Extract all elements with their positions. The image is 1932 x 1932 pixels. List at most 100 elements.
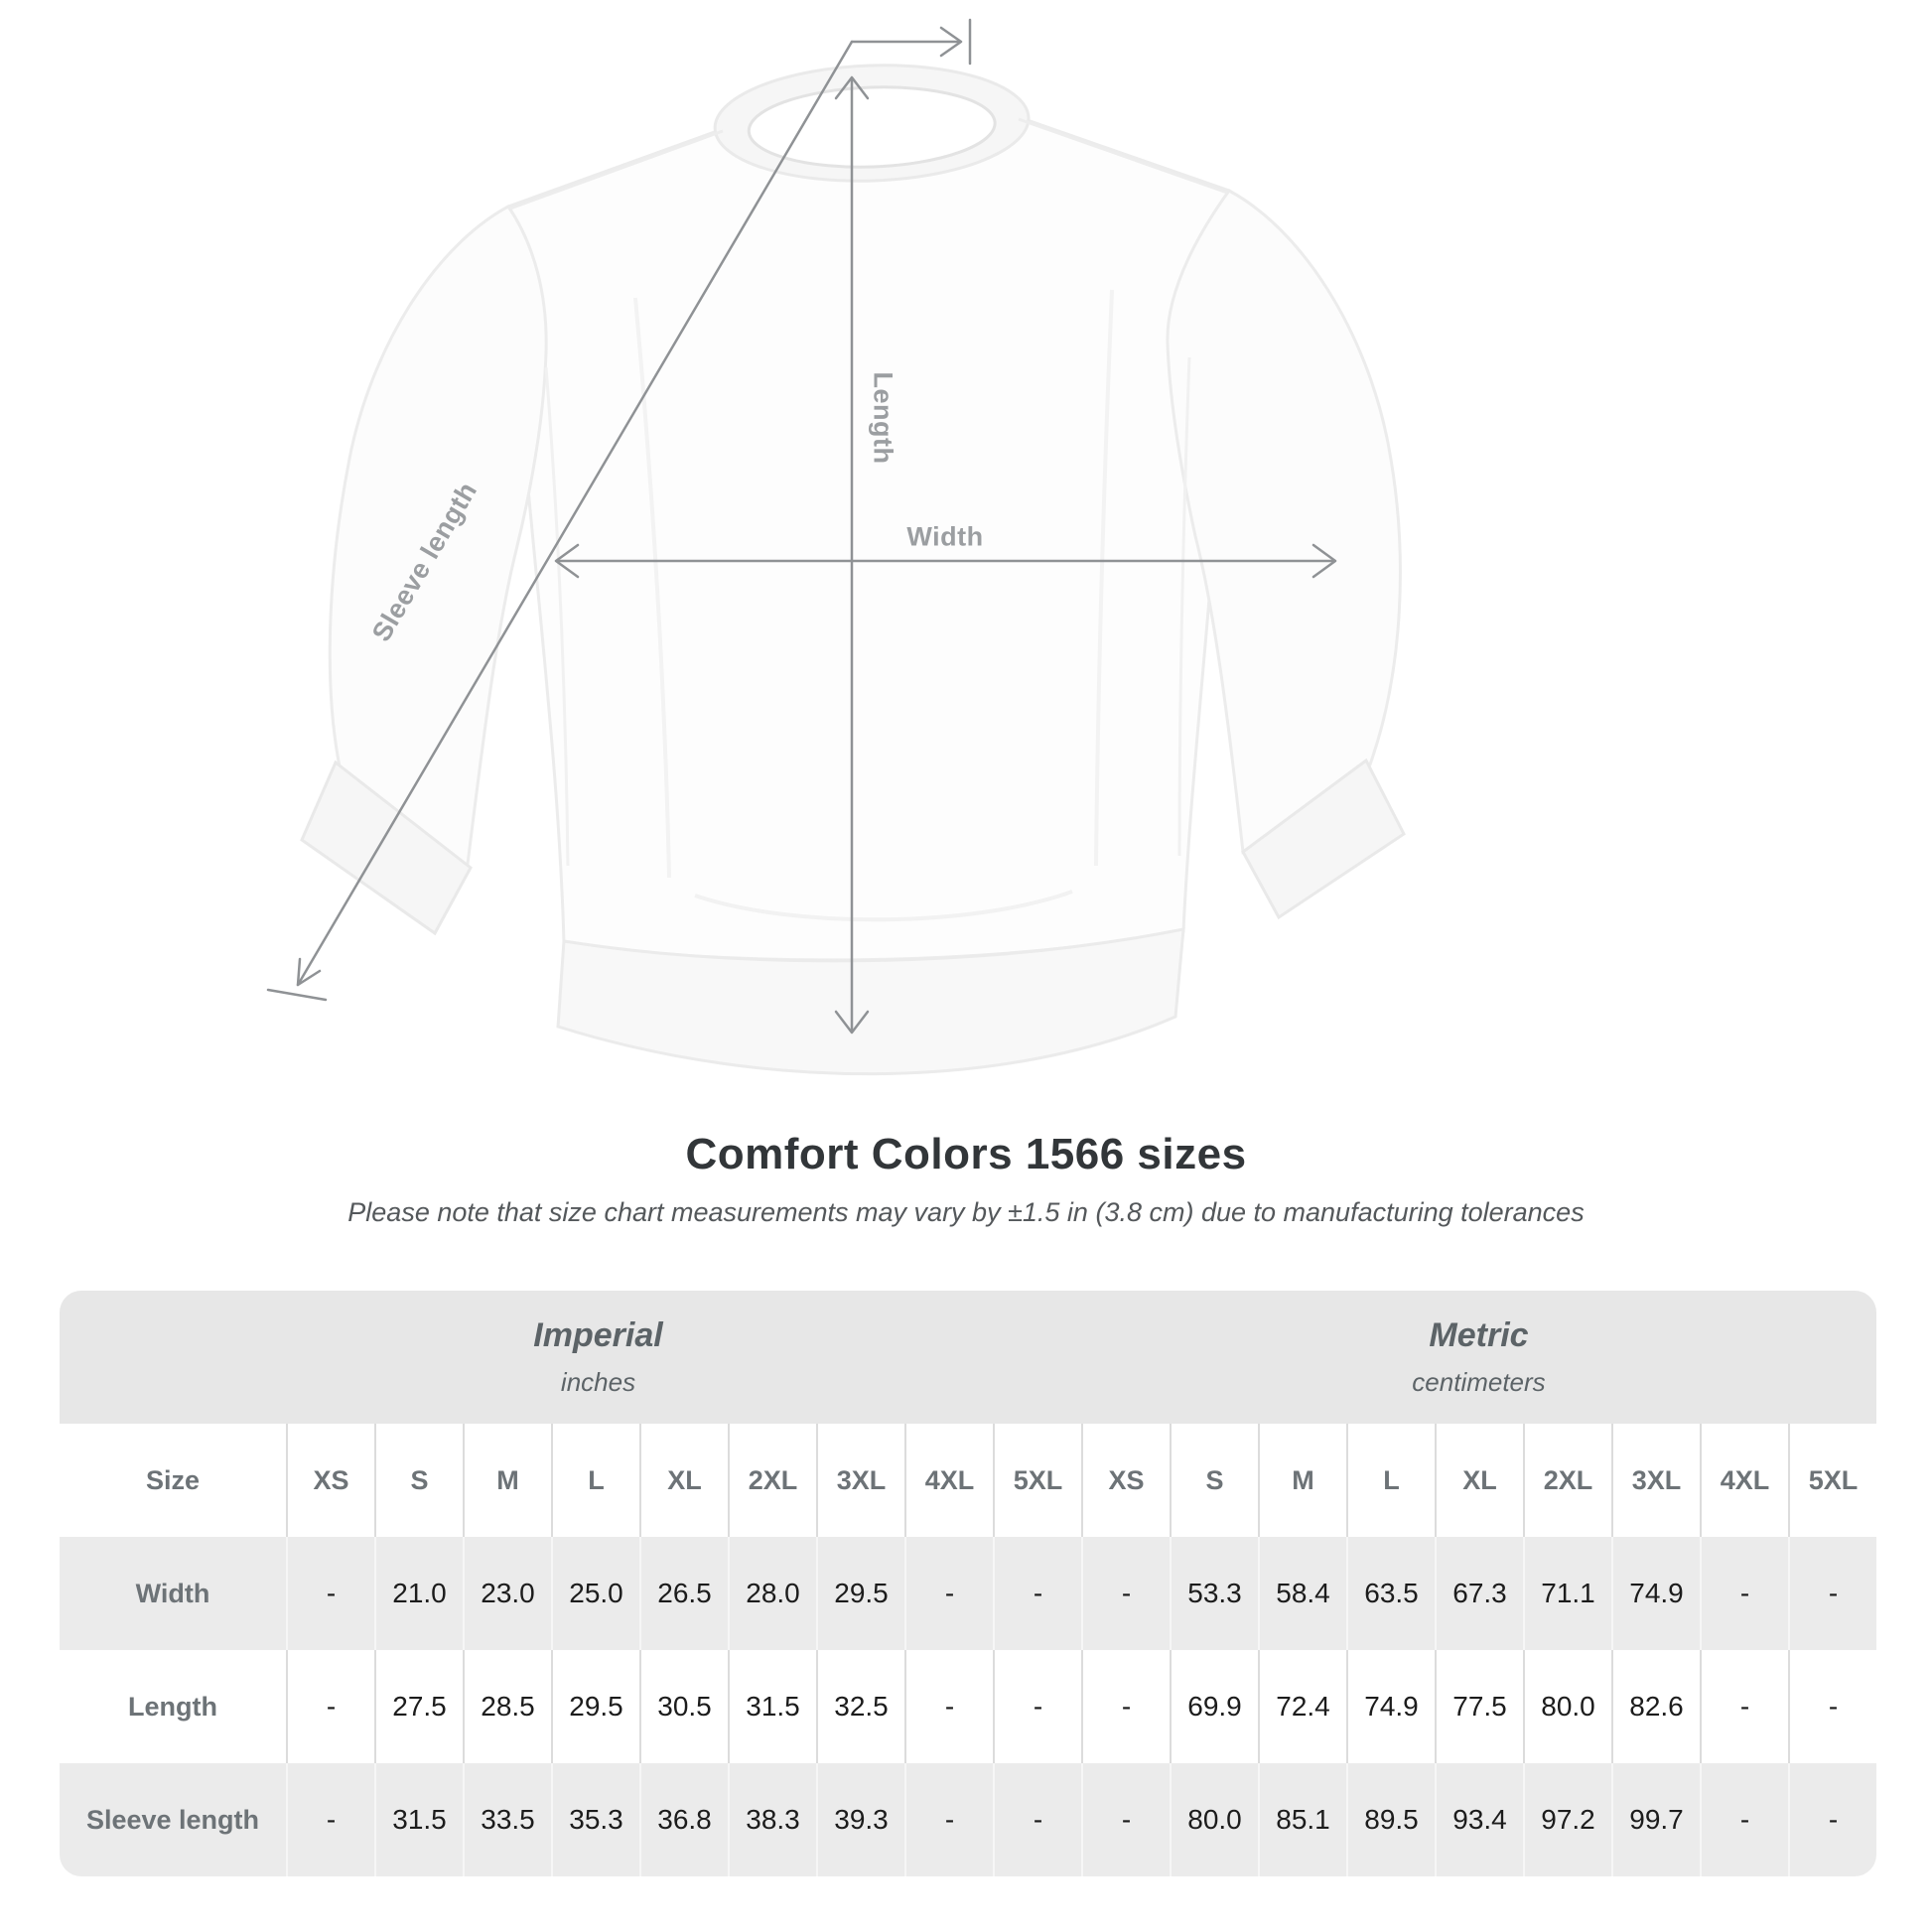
size-header-metric-l: L: [1346, 1424, 1435, 1537]
measurement-arrows: [266, 18, 1337, 1035]
cell-length-metric-4xl: -: [1700, 1650, 1788, 1763]
cell-length-imperial-l: 29.5: [551, 1650, 639, 1763]
cell-length-metric-l: 74.9: [1346, 1650, 1435, 1763]
cell-length-imperial-s: 27.5: [374, 1650, 463, 1763]
size-column-header: Size: [60, 1424, 286, 1537]
row-label-sleeve-length: Sleeve length: [60, 1763, 286, 1876]
size-header-metric-5xl: 5XL: [1788, 1424, 1876, 1537]
cell-length-metric-3xl: 82.6: [1611, 1650, 1700, 1763]
length-arrow: [834, 75, 870, 1035]
cell-sleeve-length-metric-5xl: -: [1788, 1763, 1876, 1876]
cell-sleeve-length-metric-l: 89.5: [1346, 1763, 1435, 1876]
size-header-metric-s: S: [1170, 1424, 1258, 1537]
sweatshirt-body: [506, 115, 1232, 962]
cell-width-imperial-3xl: 29.5: [816, 1537, 904, 1650]
cell-sleeve-length-imperial-5xl: -: [993, 1763, 1081, 1876]
sweatshirt-illustration: [300, 64, 1406, 1076]
imperial-label: Imperial: [533, 1316, 663, 1354]
metric-label: Metric: [1429, 1316, 1529, 1354]
length-measure-label: Length: [868, 371, 898, 465]
size-header-imperial-2xl: 2XL: [728, 1424, 816, 1537]
sweatshirt-right-sleeve: [1166, 189, 1402, 855]
cell-width-metric-4xl: -: [1700, 1537, 1788, 1650]
cell-width-imperial-2xl: 28.0: [728, 1537, 816, 1650]
tolerance-note: Please note that size chart measurements…: [347, 1197, 1585, 1227]
cell-width-metric-5xl: -: [1788, 1537, 1876, 1650]
size-header-metric-m: M: [1258, 1424, 1346, 1537]
size-header-metric-xl: XL: [1435, 1424, 1523, 1537]
cell-width-imperial-xs: -: [286, 1537, 374, 1650]
size-header-imperial-3xl: 3XL: [816, 1424, 904, 1537]
size-header-metric-4xl: 4XL: [1700, 1424, 1788, 1537]
cell-length-metric-2xl: 80.0: [1523, 1650, 1611, 1763]
page-title: Comfort Colors 1566 sizes: [685, 1130, 1247, 1178]
cell-length-metric-s: 69.9: [1170, 1650, 1258, 1763]
imperial-unit-header: Imperial inches: [60, 1291, 1081, 1424]
cell-sleeve-length-imperial-3xl: 39.3: [816, 1763, 904, 1876]
cell-sleeve-length-metric-s: 80.0: [1170, 1763, 1258, 1876]
metric-unit-header: Metric centimeters: [1081, 1291, 1876, 1424]
size-header-imperial-xs: XS: [286, 1424, 374, 1537]
cell-sleeve-length-metric-4xl: -: [1700, 1763, 1788, 1876]
cell-width-metric-s: 53.3: [1170, 1537, 1258, 1650]
cell-length-metric-m: 72.4: [1258, 1650, 1346, 1763]
cell-width-imperial-m: 23.0: [463, 1537, 551, 1650]
cell-width-metric-l: 63.5: [1346, 1537, 1435, 1650]
cell-length-imperial-m: 28.5: [463, 1650, 551, 1763]
cell-sleeve-length-imperial-xs: -: [286, 1763, 374, 1876]
width-arrow: [554, 543, 1337, 579]
cell-length-imperial-2xl: 31.5: [728, 1650, 816, 1763]
sweatshirt-right-cuff: [1241, 758, 1406, 920]
cell-width-metric-xl: 67.3: [1435, 1537, 1523, 1650]
size-header-metric-xs: XS: [1081, 1424, 1170, 1537]
size-header-imperial-5xl: 5XL: [993, 1424, 1081, 1537]
cell-width-metric-m: 58.4: [1258, 1537, 1346, 1650]
cell-sleeve-length-imperial-4xl: -: [904, 1763, 993, 1876]
cell-length-metric-xs: -: [1081, 1650, 1170, 1763]
cell-sleeve-length-metric-xs: -: [1081, 1763, 1170, 1876]
size-chart-table: Imperial inches Metric centimeters Size XS S M L…: [60, 1291, 1876, 1876]
cell-length-metric-5xl: -: [1788, 1650, 1876, 1763]
cell-sleeve-length-imperial-s: 31.5: [374, 1763, 463, 1876]
sweatshirt-left-cuff: [300, 759, 473, 936]
cell-width-imperial-4xl: -: [904, 1537, 993, 1650]
cell-length-imperial-xl: 30.5: [639, 1650, 728, 1763]
cell-length-imperial-3xl: 32.5: [816, 1650, 904, 1763]
cell-sleeve-length-imperial-l: 35.3: [551, 1763, 639, 1876]
size-header-imperial-xl: XL: [639, 1424, 728, 1537]
size-header-imperial-4xl: 4XL: [904, 1424, 993, 1537]
size-header-imperial-s: S: [374, 1424, 463, 1537]
width-measure-label: Width: [906, 521, 984, 552]
cell-sleeve-length-metric-m: 85.1: [1258, 1763, 1346, 1876]
cell-length-metric-xl: 77.5: [1435, 1650, 1523, 1763]
sweatshirt-diagram: [266, 18, 1406, 1076]
sweatshirt-collar: [713, 64, 1031, 183]
cell-width-metric-3xl: 74.9: [1611, 1537, 1700, 1650]
sleeve-length-arrow: [266, 18, 972, 1002]
size-header-metric-3xl: 3XL: [1611, 1424, 1700, 1537]
cell-sleeve-length-metric-3xl: 99.7: [1611, 1763, 1700, 1876]
cell-length-imperial-xs: -: [286, 1650, 374, 1763]
cell-sleeve-length-imperial-2xl: 38.3: [728, 1763, 816, 1876]
cell-length-imperial-5xl: -: [993, 1650, 1081, 1763]
size-header-imperial-m: M: [463, 1424, 551, 1537]
sweatshirt-left-sleeve: [328, 205, 548, 875]
cell-width-metric-2xl: 71.1: [1523, 1537, 1611, 1650]
row-label-width: Width: [60, 1537, 286, 1650]
cell-sleeve-length-imperial-m: 33.5: [463, 1763, 551, 1876]
row-label-length: Length: [60, 1650, 286, 1763]
cell-width-imperial-xl: 26.5: [639, 1537, 728, 1650]
sweatshirt-waistband: [556, 927, 1185, 1076]
cell-sleeve-length-imperial-xl: 36.8: [639, 1763, 728, 1876]
cell-width-metric-xs: -: [1081, 1537, 1170, 1650]
cell-sleeve-length-metric-xl: 93.4: [1435, 1763, 1523, 1876]
cell-width-imperial-s: 21.0: [374, 1537, 463, 1650]
cell-width-imperial-l: 25.0: [551, 1537, 639, 1650]
cell-sleeve-length-metric-2xl: 97.2: [1523, 1763, 1611, 1876]
cell-width-imperial-5xl: -: [993, 1537, 1081, 1650]
size-header-metric-2xl: 2XL: [1523, 1424, 1611, 1537]
size-header-imperial-l: L: [551, 1424, 639, 1537]
cell-length-imperial-4xl: -: [904, 1650, 993, 1763]
metric-unit-label: centimeters: [1412, 1367, 1546, 1397]
